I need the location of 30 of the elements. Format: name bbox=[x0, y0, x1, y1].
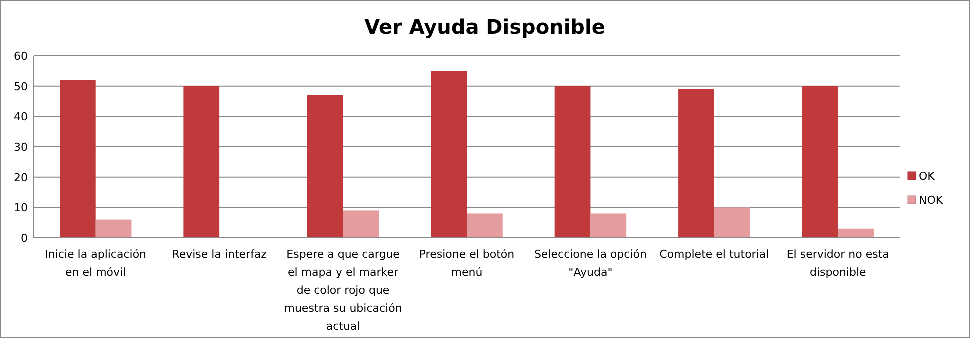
y-tick-label: 10 bbox=[14, 202, 28, 215]
x-tick-label: Presione el botón menú bbox=[419, 248, 515, 279]
y-tick-label: 40 bbox=[14, 110, 28, 124]
x-tick-label: El servidor no esta disponible bbox=[786, 248, 890, 279]
y-tick-label: 20 bbox=[14, 171, 28, 184]
bar bbox=[802, 86, 838, 238]
legend-label: OK bbox=[919, 170, 936, 183]
chart-title: Ver Ayuda Disponible bbox=[364, 15, 606, 39]
bar bbox=[184, 86, 220, 238]
x-tick-label: Revise la interfaz bbox=[172, 248, 268, 261]
y-tick-label: 50 bbox=[14, 80, 28, 94]
bar bbox=[838, 228, 874, 238]
legend-label: NOK bbox=[919, 194, 944, 207]
bar bbox=[343, 210, 380, 238]
x-tick-label: Complete el tutorial bbox=[660, 248, 770, 261]
x-tick-label: Espere a que cargue el mapa y el marker de color rojo que muestra su ubicación actual bbox=[284, 248, 402, 333]
bar bbox=[678, 89, 714, 238]
bar bbox=[714, 208, 750, 238]
x-tick-label: Inicie la aplicación en el móvil bbox=[45, 248, 147, 279]
bar bbox=[307, 95, 344, 238]
y-tick-label: 0 bbox=[21, 232, 28, 245]
x-tick-label: Seleccione la opción "Ayuda" bbox=[534, 248, 647, 279]
bar bbox=[554, 86, 591, 238]
y-tick-label: 60 bbox=[14, 50, 28, 63]
bar bbox=[590, 214, 627, 238]
bar bbox=[96, 220, 132, 238]
bar bbox=[467, 214, 503, 238]
bar bbox=[431, 71, 467, 238]
y-tick-label: 30 bbox=[14, 141, 28, 154]
bar bbox=[60, 80, 96, 238]
